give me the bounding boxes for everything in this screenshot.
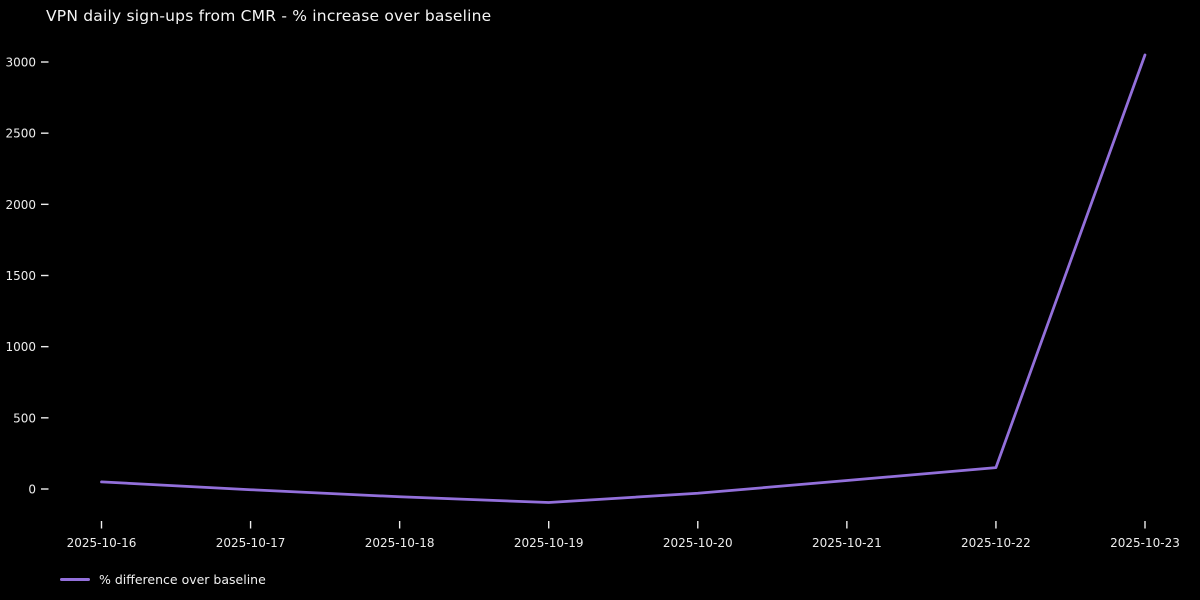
x-tick-label: 2025-10-16	[67, 536, 137, 550]
x-tick-label: 2025-10-22	[961, 536, 1031, 550]
y-tick-label: 1500	[5, 269, 36, 283]
x-tick-label: 2025-10-23	[1110, 536, 1180, 550]
y-tick-label: 500	[13, 411, 36, 425]
legend-line-swatch	[60, 578, 90, 581]
x-tick-label: 2025-10-17	[216, 536, 286, 550]
series-line	[100, 53, 1147, 504]
x-tick-label: 2025-10-20	[663, 536, 733, 550]
x-tick-label: 2025-10-18	[365, 536, 435, 550]
y-tick-label: 1000	[5, 340, 36, 354]
legend-label: % difference over baseline	[99, 572, 266, 587]
x-tick-label: 2025-10-21	[812, 536, 882, 550]
legend: % difference over baseline	[60, 572, 266, 587]
y-tick-label: 3000	[5, 56, 36, 70]
x-tick-label: 2025-10-19	[514, 536, 584, 550]
chart-title: VPN daily sign-ups from CMR - % increase…	[46, 7, 492, 25]
y-tick-label: 0	[28, 483, 36, 497]
y-tick-label: 2500	[5, 127, 36, 141]
y-tick-label: 2000	[5, 198, 36, 212]
